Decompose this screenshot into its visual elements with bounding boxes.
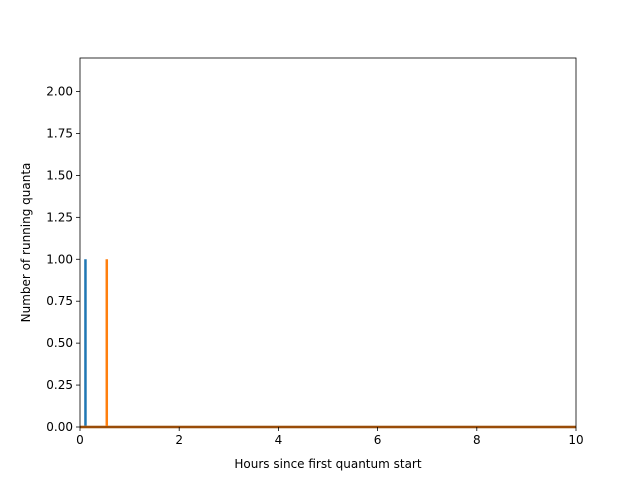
x-tick-label: 8 [473,433,481,447]
axes-frame [79,57,577,428]
y-axis-label: Number of running quanta [19,163,33,323]
y-tick-label: 2.00 [46,85,73,99]
x-tick-label: 2 [175,433,183,447]
y-tick-label: 1.25 [46,210,73,224]
x-axis-label: Hours since first quantum start [234,457,421,471]
y-tick-label: 0.25 [46,378,73,392]
y-tick-label: 1.00 [46,252,73,266]
y-tick-label: 1.75 [46,126,73,140]
y-axis-ticks: 0.00 0.25 0.50 0.75 1.00 1.25 1.50 1.75 2.00 [46,85,80,434]
x-tick-label: 4 [275,433,283,447]
y-tick-label: 0.50 [46,336,73,350]
x-tick-label: 0 [76,433,84,447]
y-tick-label: 0.00 [46,420,73,434]
x-axis-ticks: 0 2 4 6 8 10 [76,427,584,447]
x-tick-label: 10 [568,433,583,447]
y-tick-label: 0.75 [46,294,73,308]
x-tick-label: 6 [374,433,382,447]
y-tick-label: 1.50 [46,168,73,182]
